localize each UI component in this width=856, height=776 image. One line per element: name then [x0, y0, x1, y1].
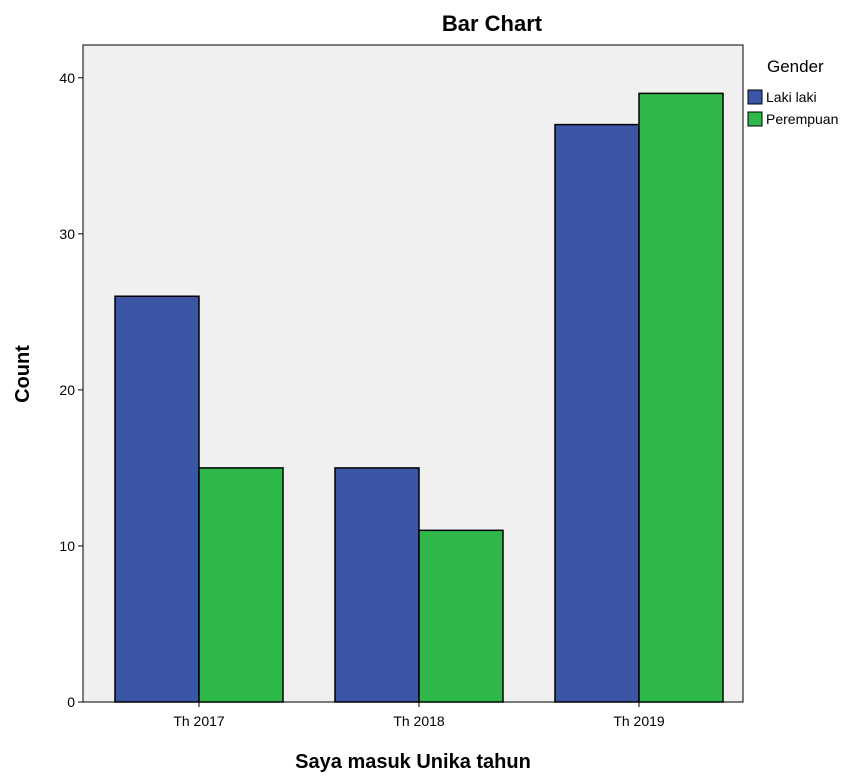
legend-title: Gender [767, 57, 824, 76]
legend-swatch [747, 111, 763, 127]
legend-label: Perempuan [766, 111, 838, 127]
legend-swatch [747, 89, 763, 105]
y-tick-label: 10 [59, 538, 75, 554]
x-axis-label: Saya masuk Unika tahun [295, 751, 531, 773]
bar-perempuan-th-2019 [638, 92, 724, 703]
x-tick-label: Th 2018 [393, 713, 445, 729]
chart-title: Bar Chart [442, 11, 543, 36]
x-axis-ticks: Th 2017 Th 2018 Th 2019 [173, 702, 665, 729]
legend-label: Laki laki [766, 89, 817, 105]
legend: Gender Laki laki Perempuan [747, 57, 838, 127]
y-axis-ticks: 0 10 20 30 40 [59, 70, 83, 710]
bar-series [114, 92, 724, 703]
bar-laki-laki-th-2019 [554, 123, 640, 703]
bar-perempuan-th-2017 [198, 467, 284, 703]
y-tick-label: 20 [59, 382, 75, 398]
bar-laki-laki-th-2017 [114, 295, 200, 703]
x-tick-label: Th 2017 [173, 713, 225, 729]
y-tick-label: 0 [67, 694, 75, 710]
y-tick-label: 40 [59, 70, 75, 86]
y-axis-label: Count [12, 345, 34, 403]
x-tick-label: Th 2019 [613, 713, 665, 729]
y-tick-label: 30 [59, 226, 75, 242]
bar-laki-laki-th-2018 [334, 467, 420, 703]
bar-perempuan-th-2018 [418, 529, 504, 703]
legend-items: Laki laki Perempuan [747, 89, 838, 127]
